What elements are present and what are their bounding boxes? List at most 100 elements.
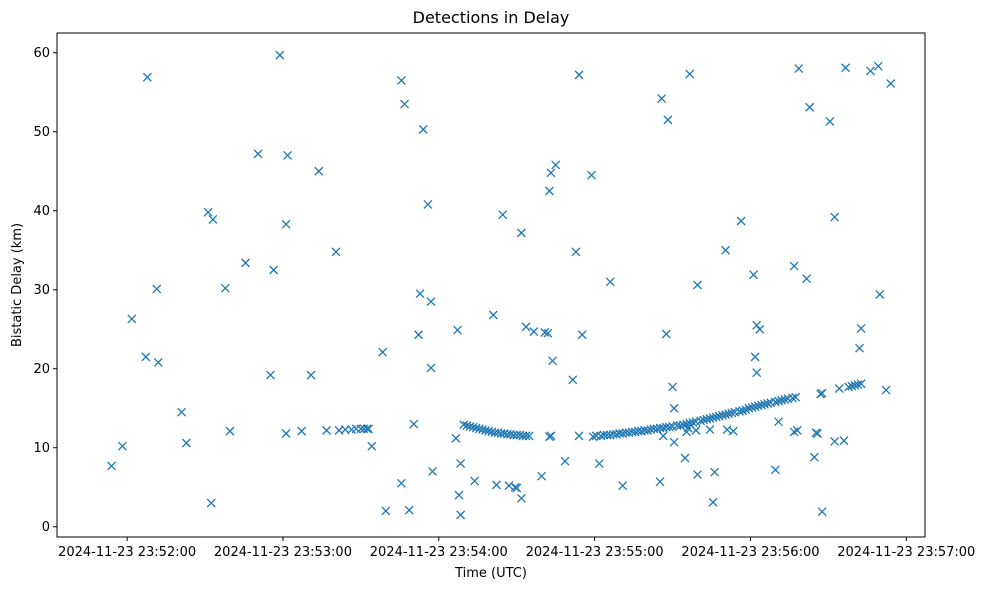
x-axis-title: Time (UTC) [454, 566, 527, 581]
data-point [587, 170, 596, 180]
data-point [177, 407, 187, 417]
data-point [825, 117, 835, 126]
data-point [362, 424, 372, 434]
data-point [524, 431, 534, 441]
x-tick-label: 2024-11-23 23:52:00 [58, 545, 196, 560]
x-tick-label: 2024-11-23 23:57:00 [837, 545, 975, 560]
data-point [364, 424, 374, 434]
chart-title: Detections in Delay [413, 8, 570, 27]
data-point [657, 94, 667, 104]
data-point [794, 64, 804, 74]
data-point [605, 277, 615, 287]
data-point [241, 258, 251, 268]
data-point [283, 150, 293, 160]
data-point [498, 210, 508, 220]
data-point [141, 352, 151, 362]
data-point [574, 70, 584, 80]
data-point [813, 429, 822, 438]
data-point [521, 322, 531, 332]
y-tick-label: 50 [33, 125, 50, 140]
data-point [537, 471, 547, 481]
data-point [736, 216, 746, 226]
data-point [396, 75, 406, 85]
data-point [792, 425, 802, 435]
data-point [418, 124, 428, 134]
data-point [253, 149, 263, 159]
y-tick-label: 0 [42, 520, 50, 535]
data-point [404, 505, 414, 515]
data-point [269, 265, 279, 275]
data-point [491, 480, 501, 490]
data-point [588, 432, 598, 442]
data-point [142, 72, 152, 82]
data-point [728, 426, 738, 436]
data-point [127, 314, 137, 324]
data-point [738, 406, 748, 416]
data-point [153, 357, 163, 367]
data-point [770, 465, 780, 475]
data-point [544, 186, 554, 196]
data-point [470, 476, 480, 486]
data-point [400, 99, 409, 109]
data-point [774, 417, 783, 427]
data-point [839, 436, 849, 446]
data-point [853, 380, 863, 389]
y-axis-title: Bistatic Delay (km) [10, 223, 25, 347]
data-point [705, 425, 715, 435]
data-point [708, 497, 718, 507]
data-point [669, 403, 679, 413]
data-point [805, 102, 815, 112]
data-point [516, 493, 526, 503]
data-point [789, 261, 799, 271]
data-point [540, 327, 550, 337]
data-point [688, 417, 698, 427]
y-tick-label: 60 [33, 46, 50, 61]
data-point [693, 470, 702, 480]
x-tick-label: 2024-11-23 23:54:00 [370, 545, 508, 560]
data-point [873, 61, 883, 71]
data-point [693, 280, 702, 290]
data-point [516, 228, 526, 238]
data-point [574, 431, 584, 441]
data-point [409, 419, 419, 429]
data-point [454, 490, 464, 500]
data-point [546, 168, 556, 178]
data-point [881, 385, 891, 395]
x-axis: 2024-11-23 23:52:00 2024-11-23 23:53:00 20… [58, 537, 975, 560]
data-point [314, 166, 324, 176]
data-point [512, 483, 522, 493]
data-point [378, 347, 388, 357]
y-tick-label: 20 [33, 362, 50, 377]
x-tick-label: 2024-11-23 23:53:00 [214, 545, 352, 560]
data-point [763, 399, 773, 408]
data-point [680, 453, 690, 463]
data-point [710, 467, 720, 477]
data-point [297, 426, 307, 436]
data-point [664, 422, 674, 432]
data-point [830, 436, 840, 446]
data-point [220, 283, 230, 293]
data-point [886, 79, 896, 89]
data-point [841, 63, 850, 73]
data-point [546, 431, 556, 441]
data-point [809, 452, 819, 462]
data-point [855, 343, 865, 353]
data-point [691, 425, 701, 435]
data-point [749, 270, 759, 280]
data-point [661, 329, 671, 339]
data-point [426, 297, 436, 307]
data-point [834, 384, 844, 393]
data-point [529, 327, 539, 337]
data-point [107, 461, 117, 471]
data-point [577, 330, 587, 340]
data-point [663, 115, 673, 125]
y-axis: 0 10 20 30 40 50 60 [33, 46, 57, 535]
data-point [504, 481, 514, 491]
data-point [456, 510, 466, 520]
data-point [548, 356, 558, 366]
data-point [750, 352, 760, 362]
plot-area [56, 32, 926, 538]
data-point [275, 50, 285, 60]
data-point [856, 379, 866, 389]
